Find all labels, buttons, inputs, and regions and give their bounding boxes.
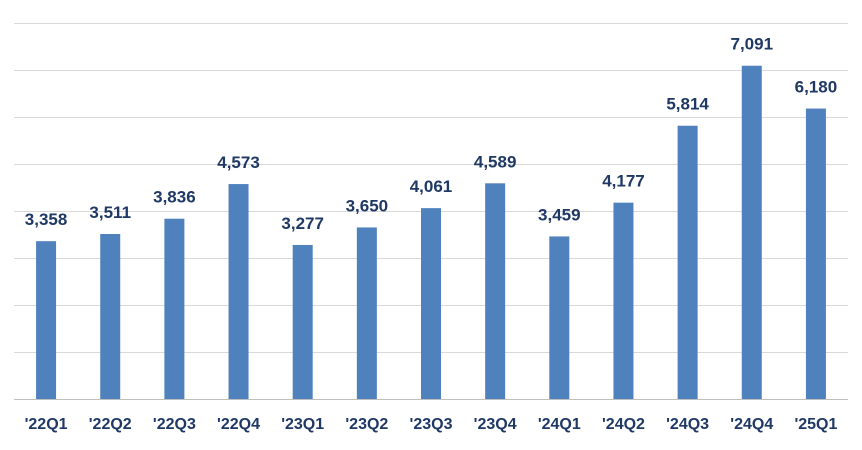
x-tick-label-8: '24Q1	[538, 416, 581, 433]
x-tick-label-6: '23Q3	[410, 416, 453, 433]
x-tick-label-0: '22Q1	[25, 416, 68, 433]
bar-3	[228, 184, 249, 399]
data-label-8: 3,459	[538, 205, 581, 224]
x-tick-label-5: '23Q2	[345, 416, 388, 433]
bar-10	[677, 125, 698, 399]
bar-5	[356, 227, 377, 399]
bar-8	[549, 236, 570, 399]
bar-6	[421, 208, 441, 399]
x-tick-label-10: '24Q3	[666, 416, 709, 433]
bar-7	[485, 183, 506, 399]
bars	[36, 65, 826, 400]
data-label-5: 3,650	[346, 196, 389, 215]
x-tick-label-12: '25Q1	[794, 416, 837, 433]
bar-12	[805, 108, 826, 399]
x-tick-label-7: '23Q4	[474, 416, 517, 433]
data-label-12: 6,180	[795, 78, 838, 97]
x-tick-label-11: '24Q4	[730, 416, 773, 433]
data-label-3: 4,573	[217, 153, 260, 172]
x-tick-label-2: '22Q3	[153, 416, 196, 433]
x-tick-label-4: '23Q1	[281, 416, 324, 433]
data-labels: 3,358 3,511 3,836 4,573 3,277 3,650 4,061 4,589…	[25, 35, 837, 233]
bar-4	[292, 244, 313, 399]
x-tick-label-3: '22Q4	[217, 416, 260, 433]
data-label-4: 3,277	[281, 214, 324, 233]
bar-2	[164, 218, 185, 399]
bar-0	[36, 241, 57, 399]
x-tick-label-1: '22Q2	[89, 416, 132, 433]
data-label-9: 4,177	[602, 172, 645, 191]
data-label-1: 3,511	[89, 203, 131, 222]
data-label-2: 3,836	[153, 188, 196, 207]
bar-11	[741, 65, 762, 400]
data-label-6: 4,061	[410, 177, 453, 196]
x-tick-label-9: '24Q2	[602, 416, 645, 433]
data-label-11: 7,091	[730, 35, 773, 54]
data-label-10: 5,814	[666, 95, 709, 114]
bar-1	[100, 233, 121, 399]
data-label-7: 4,589	[474, 152, 517, 171]
data-label-0: 3,358	[25, 210, 68, 229]
x-axis-tick-labels: '22Q1 '22Q2 '22Q3 '22Q4 '23Q1 '23Q2 '23Q3 '23Q4…	[25, 416, 838, 433]
bar-9	[613, 202, 634, 399]
